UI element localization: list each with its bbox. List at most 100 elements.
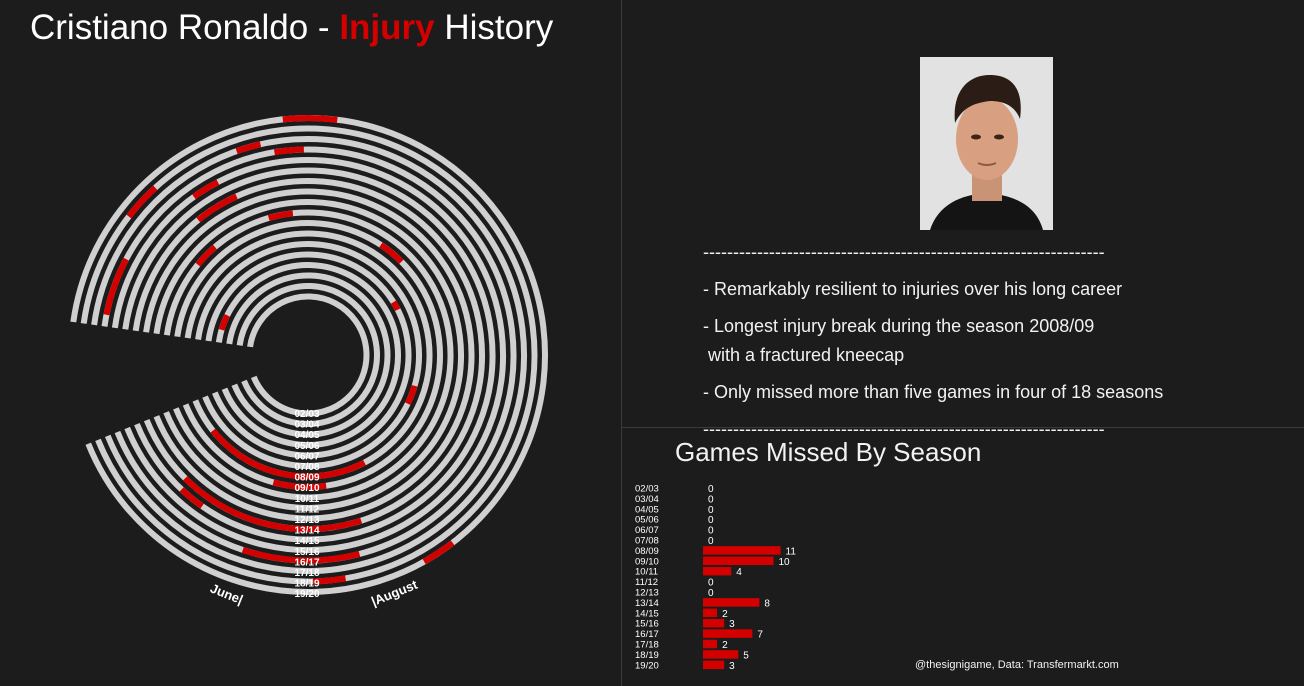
injury-span bbox=[218, 314, 230, 331]
season-ring bbox=[215, 262, 401, 448]
injury-span bbox=[183, 476, 363, 532]
portrait-photo-icon bbox=[920, 57, 1053, 230]
season-label: 08/09 bbox=[294, 473, 319, 484]
season-label: 12/13 bbox=[294, 515, 319, 526]
injury-span bbox=[179, 487, 204, 509]
notes-separator-bottom: ----------------------------------------… bbox=[703, 419, 1105, 439]
season-ring bbox=[70, 115, 548, 595]
bar-value-label: 2 bbox=[722, 609, 728, 620]
bar-value-label: 5 bbox=[743, 650, 749, 661]
season-label: 17/18 bbox=[294, 568, 319, 579]
season-ring bbox=[247, 293, 370, 417]
bar-category-label: 08/09 bbox=[635, 546, 659, 557]
bar-category-label: 17/18 bbox=[635, 640, 659, 651]
data-credit: @thesignigame, Data: Transfermarkt.com bbox=[915, 659, 1119, 671]
injury-span bbox=[422, 540, 455, 565]
bar-value-label: 0 bbox=[708, 536, 714, 547]
injury-span bbox=[390, 300, 401, 312]
season-label: 09/10 bbox=[294, 483, 319, 494]
bar-value-label: 11 bbox=[786, 546, 797, 557]
season-ring bbox=[153, 199, 464, 511]
injury-span bbox=[196, 193, 238, 223]
note-longest-break-cont: with a fractured kneecap bbox=[703, 345, 905, 365]
bar-value-label: 4 bbox=[736, 567, 742, 578]
season-label: 03/04 bbox=[294, 420, 319, 431]
bar bbox=[703, 546, 781, 555]
bar-value-label: 3 bbox=[729, 619, 735, 630]
bar-category-label: 04/05 bbox=[635, 504, 659, 515]
season-label: 07/08 bbox=[294, 462, 319, 473]
bar-value-label: 0 bbox=[708, 484, 714, 495]
key-facts: ----------------------------------------… bbox=[703, 238, 1163, 444]
season-label: 14/15 bbox=[294, 536, 319, 547]
bar-category-label: 09/10 bbox=[635, 556, 659, 567]
vertical-divider bbox=[621, 0, 622, 686]
injury-span bbox=[103, 257, 129, 316]
injury-span bbox=[313, 575, 347, 585]
bar-value-label: 3 bbox=[729, 661, 735, 672]
season-label: 04/05 bbox=[294, 430, 319, 441]
injury-span bbox=[241, 547, 361, 564]
bar bbox=[703, 639, 718, 649]
bar-value-label: 0 bbox=[708, 494, 714, 505]
bar bbox=[703, 566, 732, 576]
injury-span bbox=[192, 179, 220, 200]
bar bbox=[703, 650, 739, 659]
season-label: 16/17 bbox=[294, 557, 319, 568]
notes-separator-top: ----------------------------------------… bbox=[703, 242, 1105, 262]
season-ring bbox=[226, 272, 391, 438]
title-accent: Injury bbox=[339, 8, 435, 47]
title-suffix: History bbox=[434, 8, 554, 47]
bar-category-label: 18/19 bbox=[635, 650, 659, 661]
season-ring bbox=[80, 125, 538, 585]
bar-category-label: 14/15 bbox=[635, 608, 659, 619]
bar-category-label: 13/14 bbox=[635, 598, 659, 609]
games-missed-bar-chart: 02/03 0 03/04 0 04/05 0 05/06 0 06/07 0 07/08 0 08/0… bbox=[635, 484, 797, 672]
season-label: 02/03 bbox=[294, 409, 319, 420]
bar-chart-title: Games Missed By Season bbox=[675, 437, 982, 467]
note-missed-games: - Only missed more than five games in fo… bbox=[703, 382, 1164, 402]
player-photo bbox=[920, 57, 1053, 230]
bar-value-label: 0 bbox=[708, 515, 714, 526]
season-label: 11/12 bbox=[295, 504, 320, 515]
bar-value-label: 8 bbox=[764, 598, 770, 609]
note-resilience: - Remarkably resilient to injuries over … bbox=[703, 279, 1123, 299]
bar-category-label: 02/03 bbox=[635, 484, 659, 495]
injury-span bbox=[267, 210, 294, 221]
bar bbox=[703, 618, 725, 628]
horizontal-divider bbox=[621, 427, 1304, 428]
bar bbox=[703, 608, 718, 618]
bar-value-label: 0 bbox=[708, 578, 714, 589]
season-ring bbox=[163, 209, 454, 501]
injury-span bbox=[379, 242, 404, 264]
injury-span bbox=[126, 185, 158, 219]
bar bbox=[703, 556, 774, 566]
bar-value-label: 0 bbox=[708, 588, 714, 599]
page-title: Cristiano Ronaldo - Injury History bbox=[30, 8, 553, 48]
bar-value-label: 7 bbox=[757, 630, 763, 641]
bar-value-label: 0 bbox=[708, 526, 714, 537]
season-label: 13/14 bbox=[294, 526, 319, 537]
bar-value-label: 0 bbox=[708, 505, 714, 516]
season-label: 10/11 bbox=[295, 494, 320, 505]
bar-category-label: 16/17 bbox=[635, 629, 659, 640]
season-label: 18/19 bbox=[294, 579, 319, 590]
injury-span bbox=[405, 384, 418, 405]
bar-category-label: 11/12 bbox=[635, 577, 658, 588]
bar-category-label: 06/07 bbox=[635, 525, 659, 536]
bar bbox=[703, 629, 753, 638]
bar-category-label: 07/08 bbox=[635, 536, 659, 547]
season-ring bbox=[122, 167, 496, 543]
season-label: 19/20 bbox=[294, 589, 319, 600]
season-ring bbox=[174, 220, 443, 490]
bar-category-label: 19/20 bbox=[635, 660, 659, 671]
injury-span bbox=[273, 146, 304, 156]
injury-span bbox=[272, 479, 327, 490]
title-prefix: Cristiano Ronaldo - bbox=[30, 8, 340, 47]
season-ring bbox=[91, 136, 527, 574]
bar-value-label: 2 bbox=[722, 640, 728, 651]
season-ring bbox=[143, 188, 475, 522]
bar bbox=[703, 598, 760, 607]
bar-category-label: 10/11 bbox=[635, 567, 658, 578]
bar-value-label: 10 bbox=[779, 557, 791, 568]
